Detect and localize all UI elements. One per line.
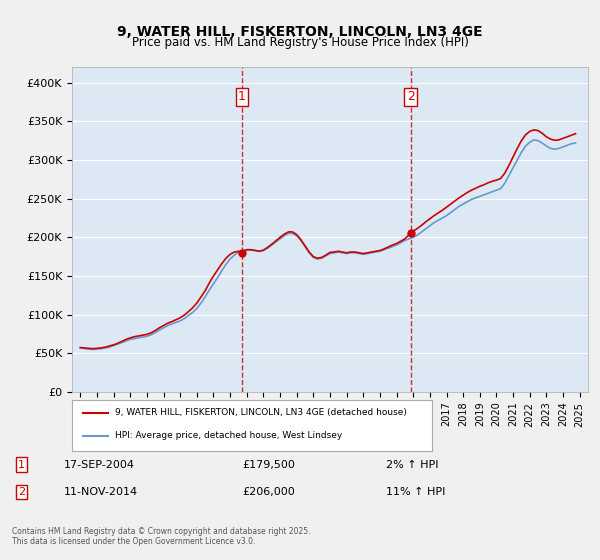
Text: 9, WATER HILL, FISKERTON, LINCOLN, LN3 4GE: 9, WATER HILL, FISKERTON, LINCOLN, LN3 4… bbox=[117, 25, 483, 39]
Text: 2: 2 bbox=[407, 90, 415, 104]
Text: Price paid vs. HM Land Registry's House Price Index (HPI): Price paid vs. HM Land Registry's House … bbox=[131, 36, 469, 49]
Text: £179,500: £179,500 bbox=[242, 460, 295, 470]
Text: 11% ↑ HPI: 11% ↑ HPI bbox=[386, 487, 446, 497]
Text: 2% ↑ HPI: 2% ↑ HPI bbox=[386, 460, 439, 470]
Text: 2: 2 bbox=[18, 487, 25, 497]
Text: HPI: Average price, detached house, West Lindsey: HPI: Average price, detached house, West… bbox=[115, 431, 343, 440]
Text: 11-NOV-2014: 11-NOV-2014 bbox=[64, 487, 138, 497]
Text: Contains HM Land Registry data © Crown copyright and database right 2025.
This d: Contains HM Land Registry data © Crown c… bbox=[12, 526, 311, 546]
Text: £206,000: £206,000 bbox=[242, 487, 295, 497]
Text: 1: 1 bbox=[238, 90, 246, 104]
Text: 17-SEP-2004: 17-SEP-2004 bbox=[64, 460, 135, 470]
Text: 9, WATER HILL, FISKERTON, LINCOLN, LN3 4GE (detached house): 9, WATER HILL, FISKERTON, LINCOLN, LN3 4… bbox=[115, 408, 407, 418]
Text: 1: 1 bbox=[18, 460, 25, 470]
